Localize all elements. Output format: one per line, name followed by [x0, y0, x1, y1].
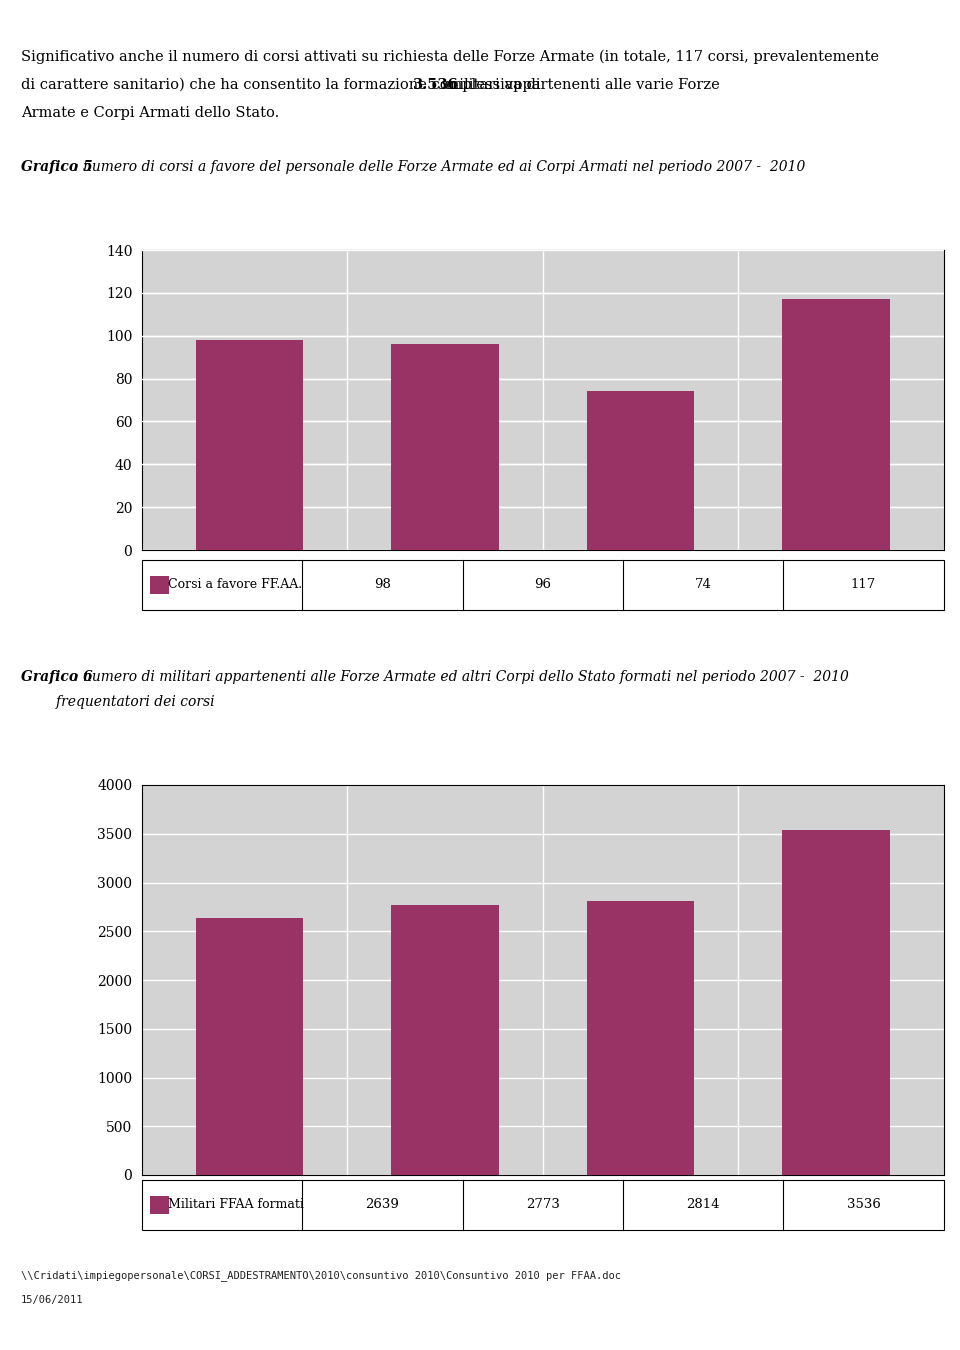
Text: Militari FFAA formati: Militari FFAA formati: [168, 1199, 303, 1211]
Bar: [150, 1196, 169, 1214]
Text: militari appartenenti alle varie Forze: militari appartenenti alle varie Forze: [441, 78, 719, 92]
Bar: [150, 576, 169, 594]
Text: frequentatori dei corsi: frequentatori dei corsi: [21, 695, 215, 709]
Bar: [587, 900, 694, 1174]
Text: Grafico 5: Grafico 5: [21, 161, 93, 174]
Text: 98: 98: [374, 579, 391, 591]
Text: 2773: 2773: [526, 1199, 560, 1211]
Text: di carattere sanitario) che ha consentito la formazione complessiva di: di carattere sanitario) che ha consentit…: [21, 78, 545, 92]
Text: Armate e Corpi Armati dello Stato.: Armate e Corpi Armati dello Stato.: [21, 107, 279, 120]
Bar: [392, 904, 499, 1174]
Text: 74: 74: [695, 579, 711, 591]
Text: 3536: 3536: [847, 1199, 880, 1211]
Text: 2814: 2814: [686, 1199, 720, 1211]
Text: Grafico 6: Grafico 6: [21, 670, 93, 684]
Text: : numero di corsi a favore del personale delle Forze Armate ed ai Corpi Armati n: : numero di corsi a favore del personale…: [74, 161, 805, 174]
Bar: [196, 918, 303, 1174]
Text: 2639: 2639: [366, 1199, 399, 1211]
Text: 15/06/2011: 15/06/2011: [21, 1295, 84, 1305]
Text: Corsi a favore FF.AA.: Corsi a favore FF.AA.: [168, 579, 301, 591]
Text: 96: 96: [535, 579, 551, 591]
Text: \\Cridati\impiegopersonale\CORSI_ADDESTRAMENTO\2010\consuntivo 2010\Consuntivo 2: \\Cridati\impiegopersonale\CORSI_ADDESTR…: [21, 1270, 621, 1281]
Bar: [587, 392, 694, 549]
Text: Significativo anche il numero di corsi attivati su richiesta delle Forze Armate : Significativo anche il numero di corsi a…: [21, 50, 879, 65]
Text: 3.536: 3.536: [413, 78, 459, 92]
Text: : numero di militari appartenenti alle Forze Armate ed altri Corpi dello Stato f: : numero di militari appartenenti alle F…: [74, 670, 850, 684]
Bar: [196, 340, 303, 549]
Bar: [782, 830, 890, 1174]
Text: 117: 117: [851, 579, 876, 591]
Bar: [392, 344, 499, 549]
Bar: [782, 300, 890, 549]
